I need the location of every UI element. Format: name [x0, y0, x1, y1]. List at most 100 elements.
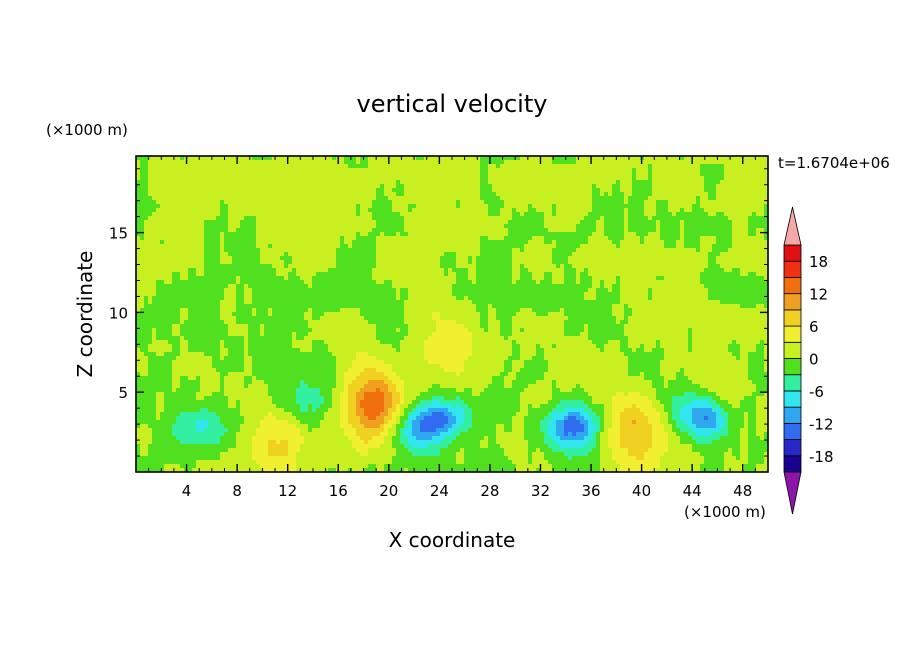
- heatmap-cell: [600, 160, 604, 164]
- heatmap-cell: [200, 176, 204, 180]
- heatmap-cell: [264, 180, 268, 184]
- heatmap-cell: [512, 164, 516, 168]
- heatmap-cell: [624, 260, 628, 264]
- heatmap-cell: [428, 244, 432, 248]
- heatmap-cell: [244, 260, 248, 264]
- heatmap-cell: [340, 200, 344, 204]
- heatmap-cell: [560, 232, 564, 236]
- heatmap-cell: [760, 232, 764, 236]
- heatmap-cell: [596, 272, 600, 276]
- heatmap-cell: [660, 188, 664, 192]
- heatmap-cell: [632, 200, 636, 204]
- heatmap-cell: [324, 172, 328, 176]
- heatmap-cell: [424, 276, 428, 280]
- heatmap-cell: [584, 176, 588, 180]
- heatmap-cell: [284, 184, 288, 188]
- heatmap-cell: [136, 200, 140, 204]
- heatmap-cell: [600, 236, 604, 240]
- heatmap-cell: [464, 200, 468, 204]
- heatmap-cell: [556, 224, 560, 228]
- heatmap-cell: [344, 184, 348, 188]
- heatmap-cell: [436, 180, 440, 184]
- heatmap-cell: [712, 260, 716, 264]
- heatmap-cell: [388, 220, 392, 224]
- heatmap-cell: [500, 216, 504, 220]
- heatmap-cell: [260, 208, 264, 212]
- heatmap-cell: [492, 168, 496, 172]
- heatmap-cell: [280, 204, 284, 208]
- heatmap-cell: [736, 244, 740, 248]
- heatmap-cell: [424, 168, 428, 172]
- heatmap-cell: [404, 248, 408, 252]
- heatmap-cell: [648, 180, 652, 184]
- heatmap-cell: [204, 240, 208, 244]
- heatmap-cell: [324, 240, 328, 244]
- heatmap-cell: [264, 168, 268, 172]
- heatmap-cell: [312, 248, 316, 252]
- heatmap-cell: [444, 208, 448, 212]
- heatmap-cell: [200, 260, 204, 264]
- heatmap-cell: [484, 184, 488, 188]
- heatmap-cell: [660, 220, 664, 224]
- heatmap-cell: [172, 248, 176, 252]
- heatmap-cell: [636, 224, 640, 228]
- heatmap-cell: [452, 196, 456, 200]
- heatmap-cell: [668, 156, 672, 160]
- heatmap-cell: [372, 188, 376, 192]
- heatmap-cell: [264, 244, 268, 248]
- heatmap-cell: [148, 220, 152, 224]
- heatmap-cell: [164, 160, 168, 164]
- heatmap-cell: [188, 156, 192, 160]
- heatmap-cell: [476, 204, 480, 208]
- heatmap-cell: [524, 256, 528, 260]
- heatmap-cell: [320, 268, 324, 272]
- heatmap-cell: [712, 268, 716, 272]
- heatmap-cell: [356, 200, 360, 204]
- heatmap-cell: [368, 164, 372, 168]
- heatmap-cell: [316, 248, 320, 252]
- heatmap-cell: [216, 212, 220, 216]
- heatmap-cell: [212, 232, 216, 236]
- heatmap-cell: [244, 184, 248, 188]
- heatmap-cell: [360, 236, 364, 240]
- heatmap-cell: [460, 184, 464, 188]
- heatmap-cell: [588, 176, 592, 180]
- heatmap-cell: [644, 188, 648, 192]
- heatmap-cell: [216, 192, 220, 196]
- heatmap-cell: [464, 236, 468, 240]
- heatmap-cell: [420, 220, 424, 224]
- heatmap-cell: [424, 240, 428, 244]
- heatmap-cell: [292, 260, 296, 264]
- heatmap-cell: [564, 196, 568, 200]
- heatmap-cell: [584, 208, 588, 212]
- heatmap-cell: [356, 220, 360, 224]
- heatmap-cell: [396, 192, 400, 196]
- heatmap-cell: [532, 264, 536, 268]
- heatmap-cell: [472, 176, 476, 180]
- heatmap-cell: [568, 232, 572, 236]
- heatmap-cell: [212, 192, 216, 196]
- heatmap-cell: [172, 176, 176, 180]
- heatmap-cell: [444, 156, 448, 160]
- heatmap-cell: [144, 180, 148, 184]
- heatmap-cell: [560, 228, 564, 232]
- heatmap-cell: [140, 196, 144, 200]
- heatmap-cell: [604, 268, 608, 272]
- heatmap-cell: [720, 188, 724, 192]
- heatmap-cell: [188, 200, 192, 204]
- heatmap-cell: [660, 192, 664, 196]
- heatmap-cell: [596, 212, 600, 216]
- heatmap-cell: [352, 180, 356, 184]
- heatmap-cell: [392, 168, 396, 172]
- heatmap-cell: [280, 268, 284, 272]
- heatmap-cell: [372, 208, 376, 212]
- heatmap-cell: [484, 268, 488, 272]
- heatmap-cell: [520, 176, 524, 180]
- heatmap-cell: [520, 164, 524, 168]
- heatmap-cell: [360, 204, 364, 208]
- heatmap-cell: [184, 196, 188, 200]
- heatmap-cell: [236, 200, 240, 204]
- heatmap-cell: [392, 236, 396, 240]
- heatmap-cell: [484, 248, 488, 252]
- heatmap-cell: [520, 272, 524, 276]
